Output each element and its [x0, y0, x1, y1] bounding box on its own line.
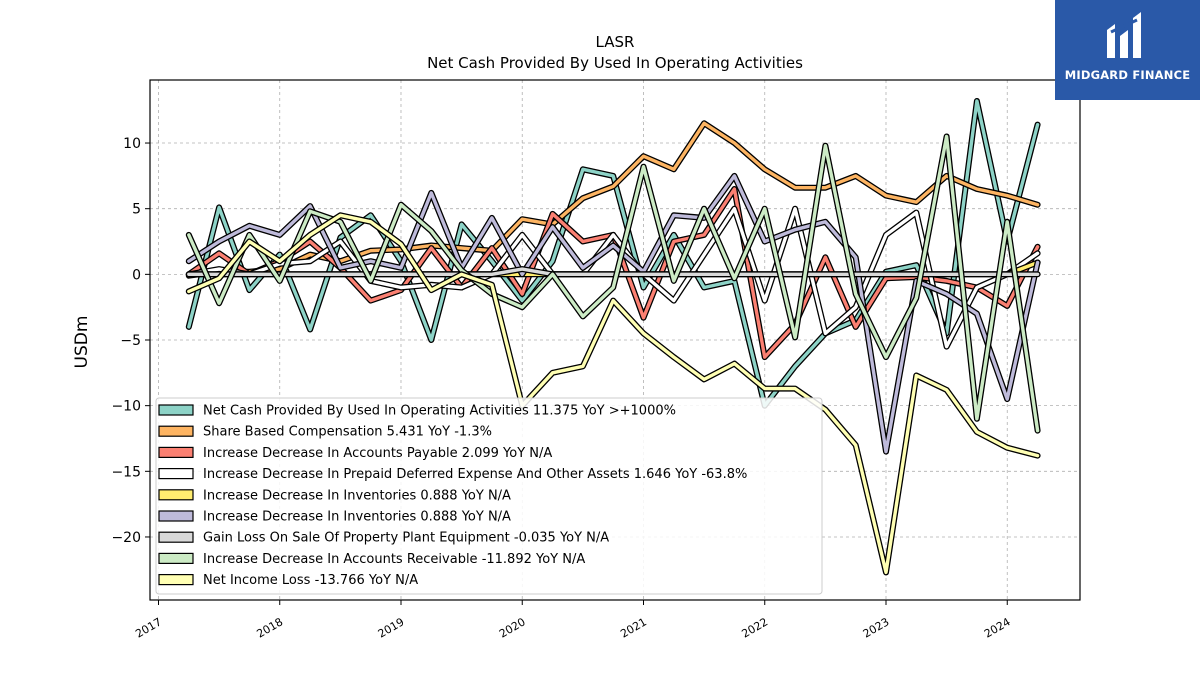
legend-swatch	[158, 573, 194, 586]
legend-swatch	[158, 446, 194, 458]
x-tick-label: 2018	[254, 615, 285, 640]
chart-title: LASR	[596, 33, 635, 51]
y-tick-label: −5	[120, 333, 141, 349]
legend-swatch	[158, 404, 194, 416]
legend-entry: Increase Decrease In Accounts Payable 2.…	[203, 446, 552, 461]
series-line	[187, 99, 1040, 408]
x-tick-label: 2023	[861, 615, 892, 640]
legend-entry: Increase Decrease In Prepaid Deferred Ex…	[203, 467, 747, 482]
y-tick-label: −20	[111, 530, 141, 546]
y-tick-label: 10	[123, 136, 141, 152]
series-line	[187, 174, 1040, 454]
x-tick-label: 2022	[739, 615, 770, 640]
series-line	[187, 267, 1040, 276]
legend-entry: Net Income Loss -13.766 YoY N/A	[203, 573, 418, 588]
y-tick-label: 5	[132, 202, 141, 218]
legend-entry: Increase Decrease In Inventories 0.888 Y…	[203, 488, 511, 503]
x-tick-label: 2017	[133, 615, 164, 640]
legend-entry: Share Based Compensation 5.431 YoY -1.3%	[203, 425, 492, 440]
x-tick-label: 2019	[376, 615, 407, 640]
legend-entry: Increase Decrease In Inventories 0.888 Y…	[203, 510, 511, 525]
legend-entry: Net Cash Provided By Used In Operating A…	[203, 404, 676, 419]
legend-swatch	[158, 552, 194, 565]
legend-entry: Gain Loss On Sale Of Property Plant Equi…	[203, 531, 609, 546]
logo-text: MIDGARD FINANCE	[1064, 68, 1191, 82]
x-tick-label: 2020	[497, 615, 528, 640]
logo-icon	[1107, 12, 1141, 58]
legend: Net Cash Provided By Used In Operating A…	[155, 397, 823, 595]
legend-entry: Increase Decrease In Accounts Receivable…	[203, 552, 585, 567]
series-line	[187, 213, 1040, 575]
y-tick-label: −15	[111, 464, 141, 480]
series-line	[187, 121, 1040, 278]
y-tick-label: −10	[111, 399, 141, 415]
series-layer	[185, 98, 1041, 576]
x-tick-label: 2021	[618, 615, 649, 640]
midgard-finance-logo: MIDGARD FINANCE	[1055, 0, 1200, 100]
legend-swatch	[158, 468, 194, 480]
chart-subtitle: Net Cash Provided By Used In Operating A…	[427, 54, 803, 72]
legend-swatch	[158, 531, 194, 543]
legend-swatch	[158, 489, 194, 501]
legend-swatch	[158, 425, 194, 437]
x-tick-label: 2024	[982, 615, 1013, 640]
y-axis-label: USDm	[72, 316, 92, 369]
legend-box	[155, 397, 823, 595]
legend-swatch	[158, 510, 194, 522]
y-tick-label: 0	[132, 267, 141, 283]
